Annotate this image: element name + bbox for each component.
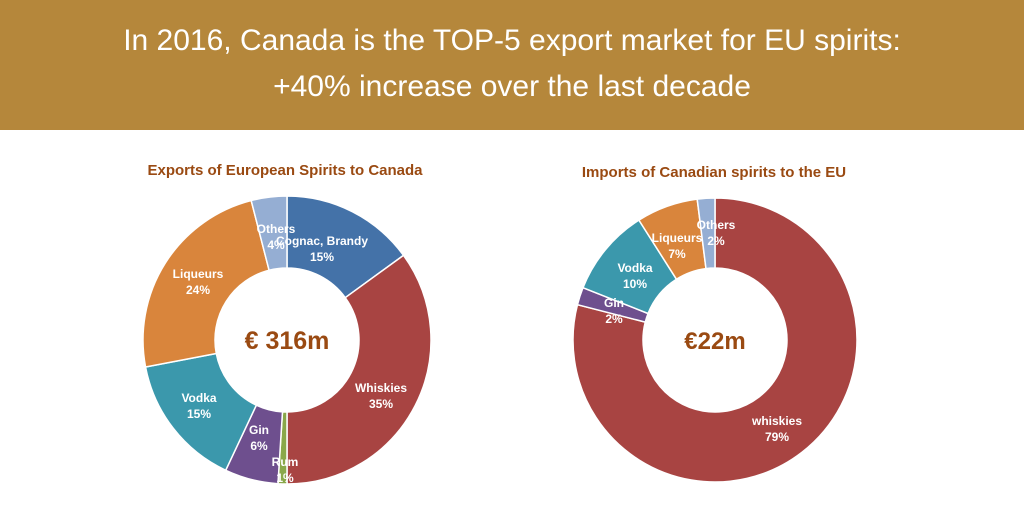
- slice-label-whiskies: whiskies 79%: [751, 414, 802, 444]
- headline-line-2: +40% increase over the last decade: [273, 70, 751, 103]
- slice-label-others: Others 4%: [257, 222, 296, 252]
- slice-label-vodka: Vodka 10%: [617, 261, 652, 291]
- slice-whiskies: [572, 197, 858, 483]
- slice-label-vodka: Vodka 15%: [181, 391, 216, 421]
- slice-label-rum: Rum 1%: [272, 455, 299, 485]
- chart-title-exports: Exports of European Spirits to Canada: [147, 162, 423, 179]
- slice-others: [250, 195, 288, 272]
- donut-chart-1: whiskies 79% Gin 2% Vodka 10%Liqueurs 7%Others…: [572, 197, 858, 483]
- slice-liqueurs: [142, 199, 271, 368]
- slice-label-cognac-brandy: Cognac, Brandy 15%: [276, 234, 368, 264]
- slice-label-whiskies: Whiskies 35%: [355, 381, 407, 411]
- slice-label-liqueurs: Liqueurs 24%: [173, 267, 224, 297]
- donut-chart-0: Cognac, Brandy 15% Whiskies 35% Rum 1%Gin 6% Vo…: [142, 195, 432, 485]
- header-banner: In 2016, Canada is the TOP-5 export mark…: [0, 0, 1024, 130]
- slice-label-gin: Gin 2%: [604, 296, 624, 326]
- slice-label-liqueurs: Liqueurs 7%: [652, 231, 703, 261]
- slice-others: [696, 197, 716, 270]
- headline-line-1: In 2016, Canada is the TOP-5 export mark…: [123, 24, 901, 57]
- slice-label-others: Others 2%: [697, 218, 736, 248]
- slice-whiskies: [286, 254, 432, 485]
- slice-label-gin: Gin 6%: [249, 423, 269, 453]
- center-total-label: € 316m: [245, 327, 330, 355]
- center-total-label: €22m: [684, 328, 745, 355]
- chart-title-imports: Imports of Canadian spirits to the EU: [581, 164, 847, 181]
